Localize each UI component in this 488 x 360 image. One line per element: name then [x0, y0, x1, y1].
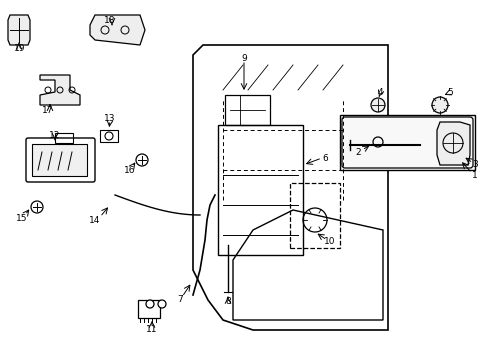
Circle shape — [370, 98, 384, 112]
Text: 18: 18 — [104, 15, 116, 24]
Circle shape — [158, 300, 165, 308]
Text: 1: 1 — [471, 171, 477, 180]
Bar — [218, 125, 303, 255]
Bar — [55, 133, 73, 143]
Text: 2: 2 — [354, 148, 360, 157]
Bar — [138, 300, 160, 318]
Text: 14: 14 — [89, 216, 101, 225]
Text: 3: 3 — [471, 159, 477, 168]
Circle shape — [431, 97, 447, 113]
Bar — [289, 183, 339, 248]
Text: 13: 13 — [104, 113, 116, 122]
Text: 15: 15 — [16, 213, 28, 222]
Text: 9: 9 — [241, 54, 246, 63]
Text: 7: 7 — [177, 296, 183, 305]
Text: 6: 6 — [322, 153, 327, 162]
Text: 4: 4 — [376, 87, 382, 96]
Bar — [224, 95, 269, 125]
Text: 17: 17 — [42, 105, 54, 114]
Polygon shape — [40, 75, 80, 105]
Text: 10: 10 — [324, 238, 335, 247]
Polygon shape — [8, 15, 30, 45]
Polygon shape — [90, 15, 145, 45]
Text: 12: 12 — [49, 131, 61, 140]
Bar — [32, 144, 87, 176]
Text: 11: 11 — [146, 325, 158, 334]
Text: 19: 19 — [14, 44, 26, 53]
Text: 5: 5 — [446, 87, 452, 96]
Polygon shape — [436, 122, 469, 165]
Bar — [100, 130, 118, 142]
Bar — [339, 115, 474, 170]
Text: 16: 16 — [124, 166, 136, 175]
Text: 8: 8 — [224, 297, 230, 306]
Circle shape — [146, 300, 154, 308]
